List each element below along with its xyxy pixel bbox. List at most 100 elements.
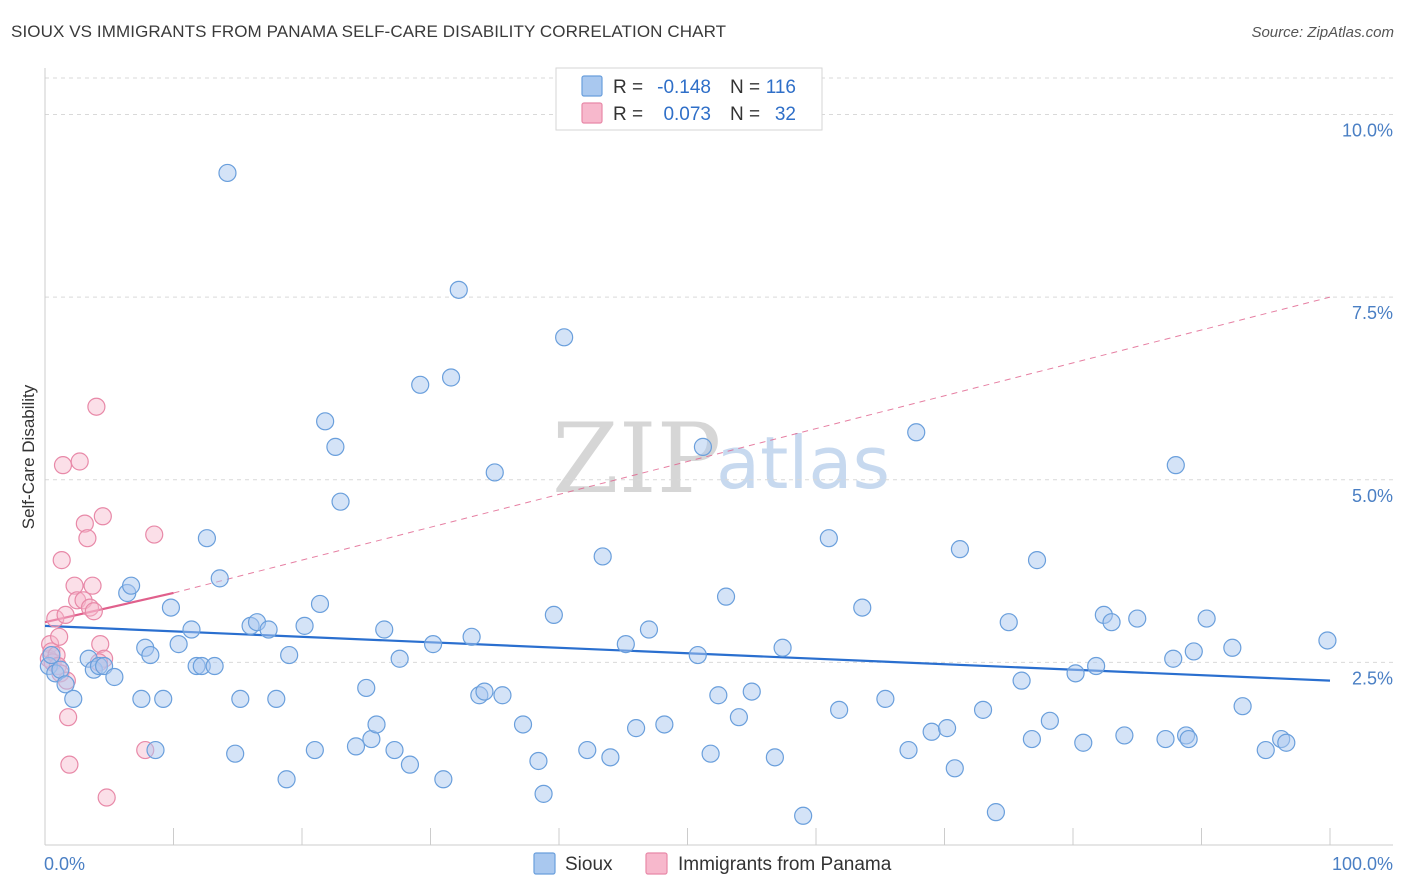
point-sioux-70: [655, 715, 674, 734]
point-sioux-46: [385, 740, 404, 760]
point-sioux-48: [400, 755, 420, 774]
point-sioux-34: [280, 645, 299, 665]
point-sioux-99: [1074, 733, 1093, 752]
point-sioux-69: [639, 620, 659, 639]
point-sioux-109: [1179, 729, 1198, 749]
legend-swatch-panama: [581, 102, 603, 124]
trend-lines: [44, 296, 1331, 682]
point-sioux-104: [1128, 609, 1147, 628]
point-panama-20: [78, 529, 97, 548]
bottom-legend-label-panama: Immigrants from Panama: [678, 854, 892, 875]
point-sioux-49: [411, 375, 430, 394]
point-sioux-31: [259, 620, 278, 639]
chart-title: SIOUX VS IMMIGRANTS FROM PANAMA SELF-CAR…: [11, 22, 727, 41]
point-panama-23: [84, 602, 103, 621]
bottom-legend-swatch-panama: [645, 852, 668, 875]
point-panama-24: [87, 397, 106, 416]
point-panama-25: [91, 635, 110, 654]
point-sioux-12: [121, 576, 141, 595]
point-sioux-40: [331, 492, 350, 511]
point-sioux-62: [544, 605, 563, 625]
point-sioux-26: [218, 163, 237, 183]
point-sioux-117: [1318, 631, 1337, 650]
point-sioux-77: [742, 682, 761, 701]
point-sioux-59: [513, 715, 533, 734]
series-sioux-points: [39, 163, 1337, 825]
point-sioux-93: [999, 613, 1018, 632]
trend-line-panama: [44, 591, 174, 624]
legend-r-value-1: -0.148: [657, 77, 711, 98]
series-panama-points: [39, 397, 164, 807]
trend-line-sioux: [44, 624, 1331, 682]
point-panama-28: [97, 788, 116, 807]
point-panama-11: [56, 605, 75, 625]
axes: [44, 68, 1393, 846]
legend-swatch-sioux: [581, 75, 603, 97]
point-sioux-5: [64, 689, 83, 709]
point-sioux-42: [357, 678, 376, 698]
bottom-legend-label-sioux: Sioux: [565, 854, 613, 875]
point-panama-19: [75, 514, 94, 533]
point-sioux-60: [529, 751, 548, 771]
point-sioux-82: [830, 700, 849, 719]
point-sioux-75: [716, 587, 736, 606]
point-sioux-56: [475, 682, 494, 701]
point-sioux-35: [295, 616, 314, 635]
point-sioux-53: [449, 280, 468, 299]
point-sioux-78: [765, 748, 784, 767]
point-sioux-103: [1115, 726, 1134, 745]
point-sioux-63: [555, 328, 574, 347]
point-sioux-17: [154, 689, 173, 709]
point-panama-30: [145, 525, 164, 544]
legend-n-value-2: 32: [775, 104, 796, 125]
point-sioux-27: [226, 744, 245, 763]
legend-n-label-2: N =: [730, 104, 760, 125]
y-tick-labels: 2.5% 5.0% 7.5% 10.0%: [1342, 121, 1393, 689]
point-sioux-25: [210, 569, 229, 588]
point-sioux-33: [277, 770, 296, 789]
point-sioux-98: [1066, 664, 1085, 683]
point-sioux-86: [907, 423, 926, 442]
point-sioux-72: [693, 437, 713, 456]
y-tick-label-2: 7.5%: [1352, 303, 1393, 323]
watermark-atlas: atlas: [716, 421, 890, 505]
point-sioux-73: [701, 744, 720, 763]
point-sioux-41: [346, 737, 366, 756]
point-sioux-54: [462, 627, 481, 646]
point-sioux-102: [1102, 613, 1121, 632]
point-panama-26: [93, 507, 112, 526]
y-axis-label: Self-Care Disability: [19, 384, 38, 529]
point-sioux-18: [161, 598, 181, 617]
point-sioux-57: [485, 463, 504, 482]
point-sioux-68: [626, 719, 646, 738]
point-sioux-67: [616, 635, 635, 654]
point-sioux-79: [773, 638, 792, 657]
point-sioux-87: [922, 722, 941, 741]
point-sioux-110: [1184, 642, 1203, 661]
point-sioux-47: [390, 649, 409, 668]
point-sioux-52: [441, 368, 461, 387]
point-panama-15: [65, 576, 84, 595]
point-sioux-16: [146, 740, 165, 760]
point-panama-4: [46, 609, 65, 628]
point-sioux-111: [1197, 609, 1216, 628]
point-panama-9: [52, 551, 71, 570]
point-sioux-97: [1040, 711, 1059, 730]
point-sioux-83: [853, 598, 872, 617]
point-sioux-4: [56, 675, 75, 694]
point-sioux-24: [205, 656, 224, 676]
point-sioux-13: [132, 689, 151, 709]
point-panama-22: [83, 576, 102, 595]
point-sioux-19: [169, 635, 188, 654]
bottom-legend-swatch-sioux: [533, 852, 556, 875]
point-sioux-105: [1156, 729, 1175, 749]
series-legend: Sioux Immigrants from Panama: [533, 852, 892, 875]
x-tick-label-100: 100.0%: [1332, 854, 1393, 874]
point-sioux-94: [1012, 671, 1031, 690]
point-sioux-88: [937, 719, 957, 738]
correlation-legend: R = -0.148 N = 116 R = 0.073 N = 32: [555, 67, 823, 131]
point-sioux-116: [1277, 733, 1296, 752]
point-sioux-71: [688, 645, 707, 665]
point-sioux-96: [1027, 551, 1047, 570]
point-sioux-38: [316, 412, 335, 431]
